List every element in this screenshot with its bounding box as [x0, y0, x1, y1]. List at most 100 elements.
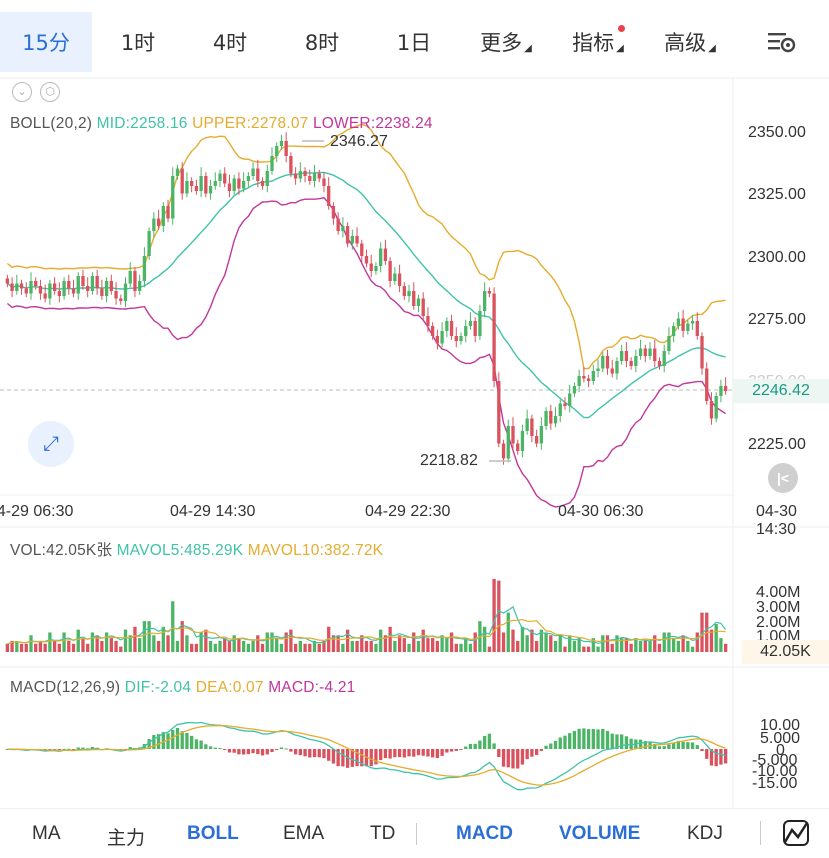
macd-bar — [208, 746, 213, 749]
tab-8h[interactable]: 8时 — [276, 12, 368, 72]
candle-body — [327, 186, 331, 206]
candle-body — [705, 368, 709, 401]
macd-bar — [246, 749, 251, 755]
indicator-main-force[interactable]: 主力 — [107, 828, 146, 849]
macd-bar — [317, 749, 321, 758]
candle-body — [662, 351, 666, 366]
macd-bar — [289, 749, 293, 752]
expand-chart-icon[interactable]: ⤢ — [28, 421, 74, 467]
interval-tab-bar: 15分 1时 4时 8时 1日 更多 ◢ 指标 ◢ 高级 ◢ — [0, 0, 829, 78]
volume-bar — [629, 643, 633, 652]
candle-body — [435, 336, 440, 344]
volume-bar — [605, 635, 610, 652]
volume-bar — [62, 632, 66, 652]
candle-body — [520, 431, 525, 451]
time-axis-label: 04-29 06:30 — [0, 503, 74, 520]
volume-bar — [539, 629, 543, 652]
macd-bar — [223, 749, 227, 750]
indicator-kdj[interactable]: KDJ — [687, 823, 723, 844]
macd-bar — [199, 740, 203, 749]
volume-axis-label: 2.00M — [756, 614, 801, 631]
indicator-ma[interactable]: MA — [32, 823, 61, 844]
candle-body — [341, 226, 345, 231]
vol-mavol10: MAVOL10:382.72K — [247, 542, 384, 559]
indicator-td[interactable]: TD — [370, 823, 396, 844]
volume-bar — [388, 626, 392, 652]
volume-bar — [279, 643, 284, 652]
chart-settings-icon[interactable] — [764, 28, 798, 56]
macd-bar — [454, 749, 458, 751]
macd-bar — [279, 747, 284, 749]
tab-indicators[interactable]: 指标 ◢ — [552, 12, 644, 72]
kline-chart[interactable] — [0, 0, 829, 808]
macd-value: MACD:-4.21 — [268, 679, 356, 696]
volume-bar — [138, 638, 142, 652]
macd-bar — [383, 749, 388, 759]
volume-bar — [76, 629, 80, 652]
candle-body — [147, 231, 151, 256]
candle-body — [34, 281, 38, 286]
scroll-to-latest-icon[interactable]: |< — [768, 463, 798, 493]
candle-body — [48, 283, 52, 299]
volume-bar — [374, 643, 378, 652]
indicator-ema[interactable]: EMA — [283, 823, 325, 844]
macd-bar — [350, 749, 354, 767]
candle-body — [539, 426, 543, 444]
candle-body — [104, 281, 109, 296]
tab-4h[interactable]: 4时 — [184, 12, 276, 72]
macd-bar — [435, 749, 440, 759]
macd-bar — [516, 749, 520, 769]
macd-bar — [308, 749, 312, 758]
candle-body — [445, 321, 449, 331]
macd-bar — [497, 749, 501, 758]
indicator-tools: ⌄ ⬡ — [12, 82, 68, 102]
candle-body — [605, 356, 610, 369]
volume-bar — [241, 640, 246, 652]
candle-body — [690, 321, 695, 324]
indicator-settings-icon[interactable]: ⬡ — [40, 82, 60, 102]
volume-bar — [331, 635, 336, 652]
tab-15m[interactable]: 15分 — [0, 12, 92, 72]
volume-bar — [24, 643, 28, 652]
indicator-toolbar: MA 主力 BOLL EMA TD MACD VOLUME KDJ — [0, 808, 829, 858]
macd-bar — [374, 749, 378, 765]
tab-label: 指标 — [572, 31, 615, 55]
volume-bar — [123, 629, 128, 652]
macd-bar — [723, 749, 728, 764]
volume-bar — [204, 629, 208, 652]
macd-bar — [596, 729, 600, 749]
tab-advanced[interactable]: 高级 ◢ — [644, 12, 736, 72]
dea-line — [7, 724, 726, 786]
candle-body — [431, 326, 435, 336]
volume-bar — [397, 635, 402, 652]
candle-body — [468, 321, 473, 326]
macd-bar — [293, 749, 298, 755]
volume-bar — [246, 643, 251, 652]
volume-bar — [312, 640, 317, 652]
volume-bar — [104, 632, 109, 652]
volume-bar — [700, 612, 704, 652]
collapse-chevron-icon[interactable]: ⌄ — [12, 82, 32, 102]
candle-body — [208, 186, 213, 194]
volume-bar — [308, 643, 312, 652]
volume-bar — [497, 580, 501, 652]
tab-more[interactable]: 更多 ◢ — [460, 12, 552, 72]
tab-1h[interactable]: 1时 — [92, 12, 184, 72]
indicator-boll[interactable]: BOLL — [187, 823, 239, 844]
volume-bar — [52, 640, 57, 652]
volume-bar — [109, 638, 113, 652]
volume-axis-label: 3.00M — [756, 599, 801, 616]
candle-body — [312, 173, 317, 181]
macd-bar — [369, 749, 373, 767]
volume-bar — [237, 638, 241, 652]
candle-body — [76, 276, 80, 294]
tab-1d[interactable]: 1日 — [368, 12, 460, 72]
indicator-volume[interactable]: VOLUME — [559, 823, 641, 844]
macd-bar — [232, 749, 236, 753]
price-axis-label: 2225.00 — [748, 436, 806, 453]
volume-bar — [407, 643, 411, 652]
candle-body — [695, 321, 699, 336]
indicator-macd[interactable]: MACD — [456, 823, 513, 844]
macd-bar — [161, 732, 165, 749]
volume-bar — [657, 643, 662, 652]
